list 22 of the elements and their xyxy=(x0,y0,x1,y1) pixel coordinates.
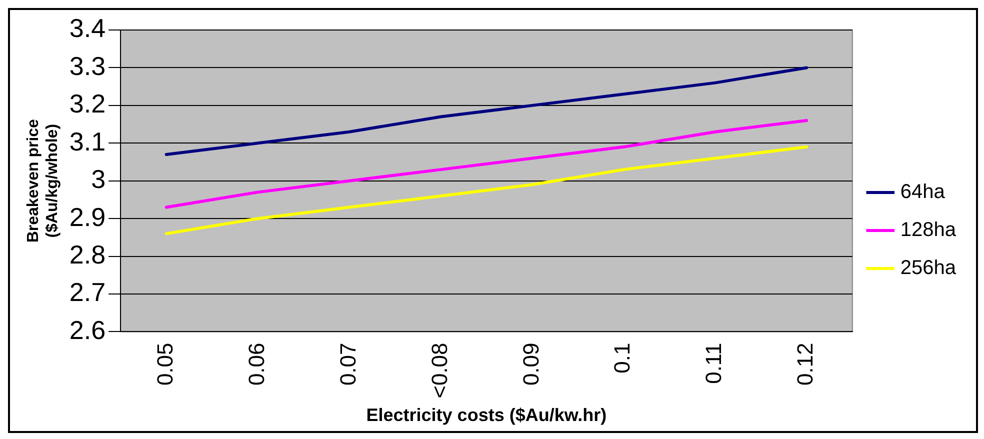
y-axis-title: Breakeven price ($Au/kg/whole) xyxy=(25,118,62,243)
y-tick-label: 3 xyxy=(91,164,106,194)
y-tick-label: 2.8 xyxy=(69,239,106,270)
x-tick-label: 0.07 xyxy=(335,342,360,386)
x-tick-label: <0.08 xyxy=(426,342,452,398)
legend-label: 256ha xyxy=(900,257,957,280)
y-tick-label: 3.3 xyxy=(69,50,106,81)
x-axis-title: Electricity costs ($Au/kw.hr) xyxy=(366,405,607,426)
y-tick-label: 2.7 xyxy=(69,277,106,308)
x-tick-label: 0.09 xyxy=(518,342,544,386)
x-tick-label: 0.11 xyxy=(701,342,726,384)
x-tick-label: 0.06 xyxy=(244,342,269,386)
x-tick-label: 0.1 xyxy=(610,342,635,374)
legend-label: 128ha xyxy=(900,219,957,242)
y-tick-label: 3.4 xyxy=(69,13,106,44)
y-tick-label: 2.6 xyxy=(69,314,106,345)
y-tick-label: 3.1 xyxy=(69,126,106,156)
y-tick-label: 3.2 xyxy=(69,88,106,119)
x-tick-label: 0.12 xyxy=(792,342,818,386)
x-tick-label: 0.05 xyxy=(152,342,178,386)
legend-label: 64ha xyxy=(900,181,946,204)
y-tick-label: 2.9 xyxy=(69,202,106,232)
